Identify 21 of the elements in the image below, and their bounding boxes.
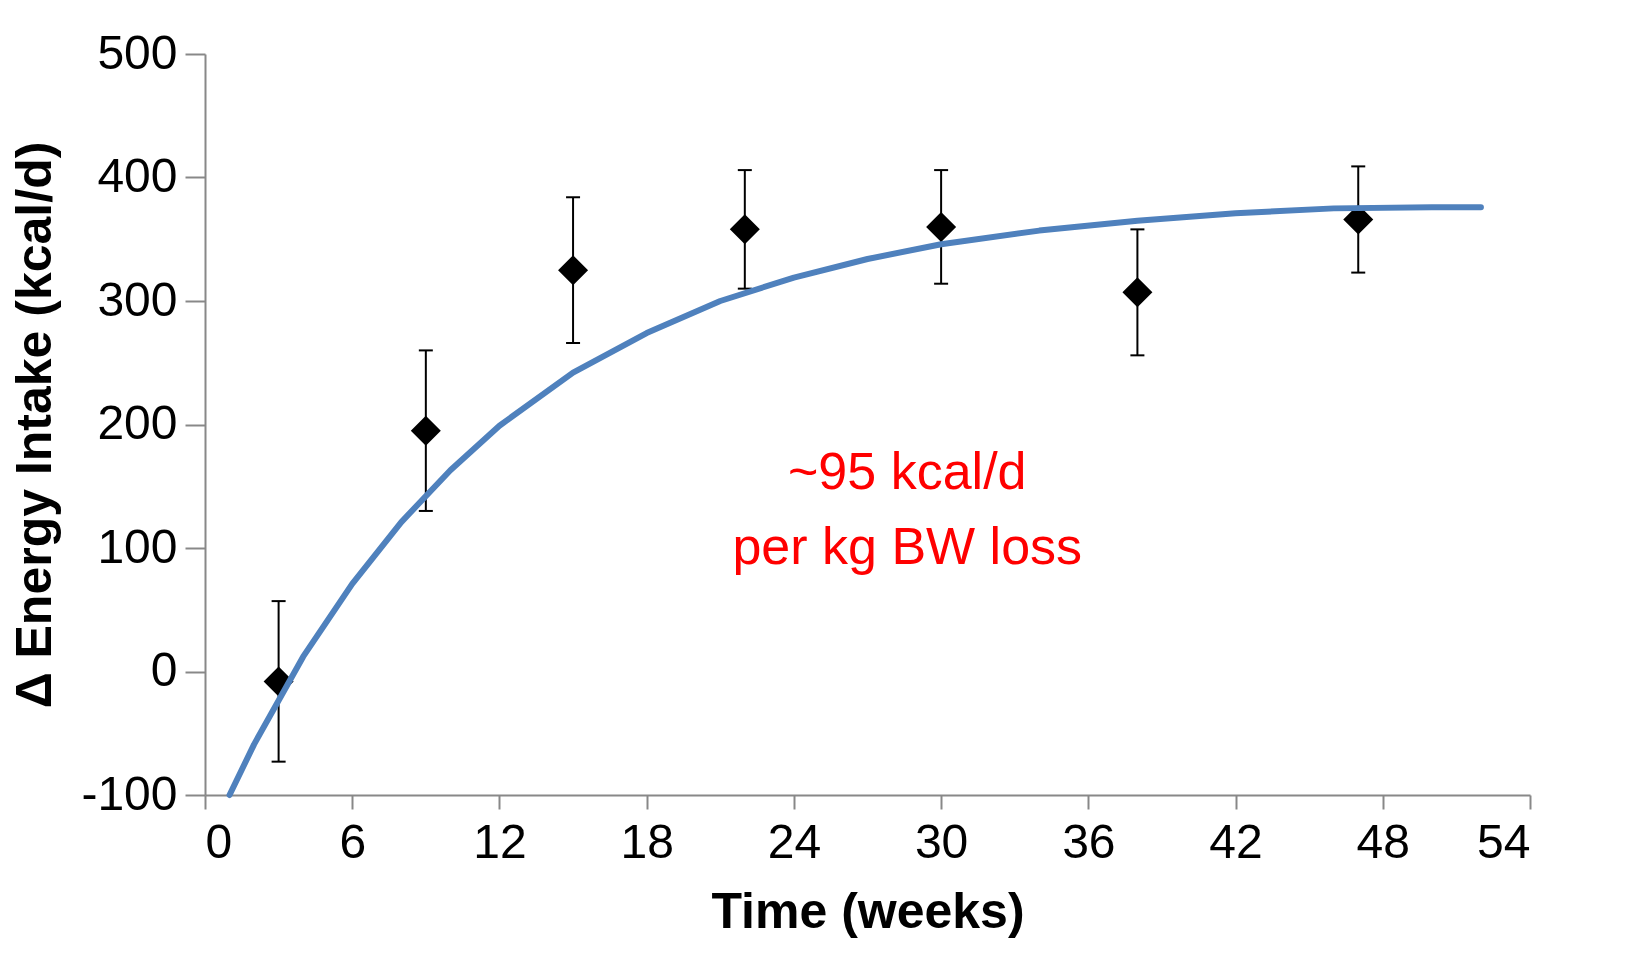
y-tick-label: 0 (150, 643, 178, 696)
y-axis-title: Δ Energy Intake (kcal/d) (6, 141, 63, 709)
y-tick-label: 100 (97, 519, 178, 573)
x-tick-label: 42 (1209, 814, 1263, 868)
x-tick-label: 6 (339, 814, 367, 868)
x-tick-label: 24 (767, 814, 822, 868)
x-tick-label: 12 (473, 814, 527, 868)
y-tick-label: 500 (97, 25, 178, 79)
x-tick-label: 36 (1062, 814, 1116, 868)
x-tick-label: 54 (1477, 814, 1531, 868)
x-tick-label: 30 (914, 814, 969, 868)
y-tick-label: 300 (97, 272, 178, 326)
y-tick-label: -100 (81, 766, 178, 820)
annotation: per kg BW loss (732, 516, 1083, 575)
annotation: ~95 kcal/d (788, 441, 1027, 500)
x-tick-label: 48 (1356, 814, 1410, 868)
y-tick-label: 200 (97, 396, 178, 449)
x-tick-label: 0 (205, 814, 233, 868)
y-tick-label: 400 (97, 149, 178, 202)
x-tick-label: 18 (620, 814, 674, 868)
x-axis-title: Time (weeks) (711, 882, 1025, 939)
